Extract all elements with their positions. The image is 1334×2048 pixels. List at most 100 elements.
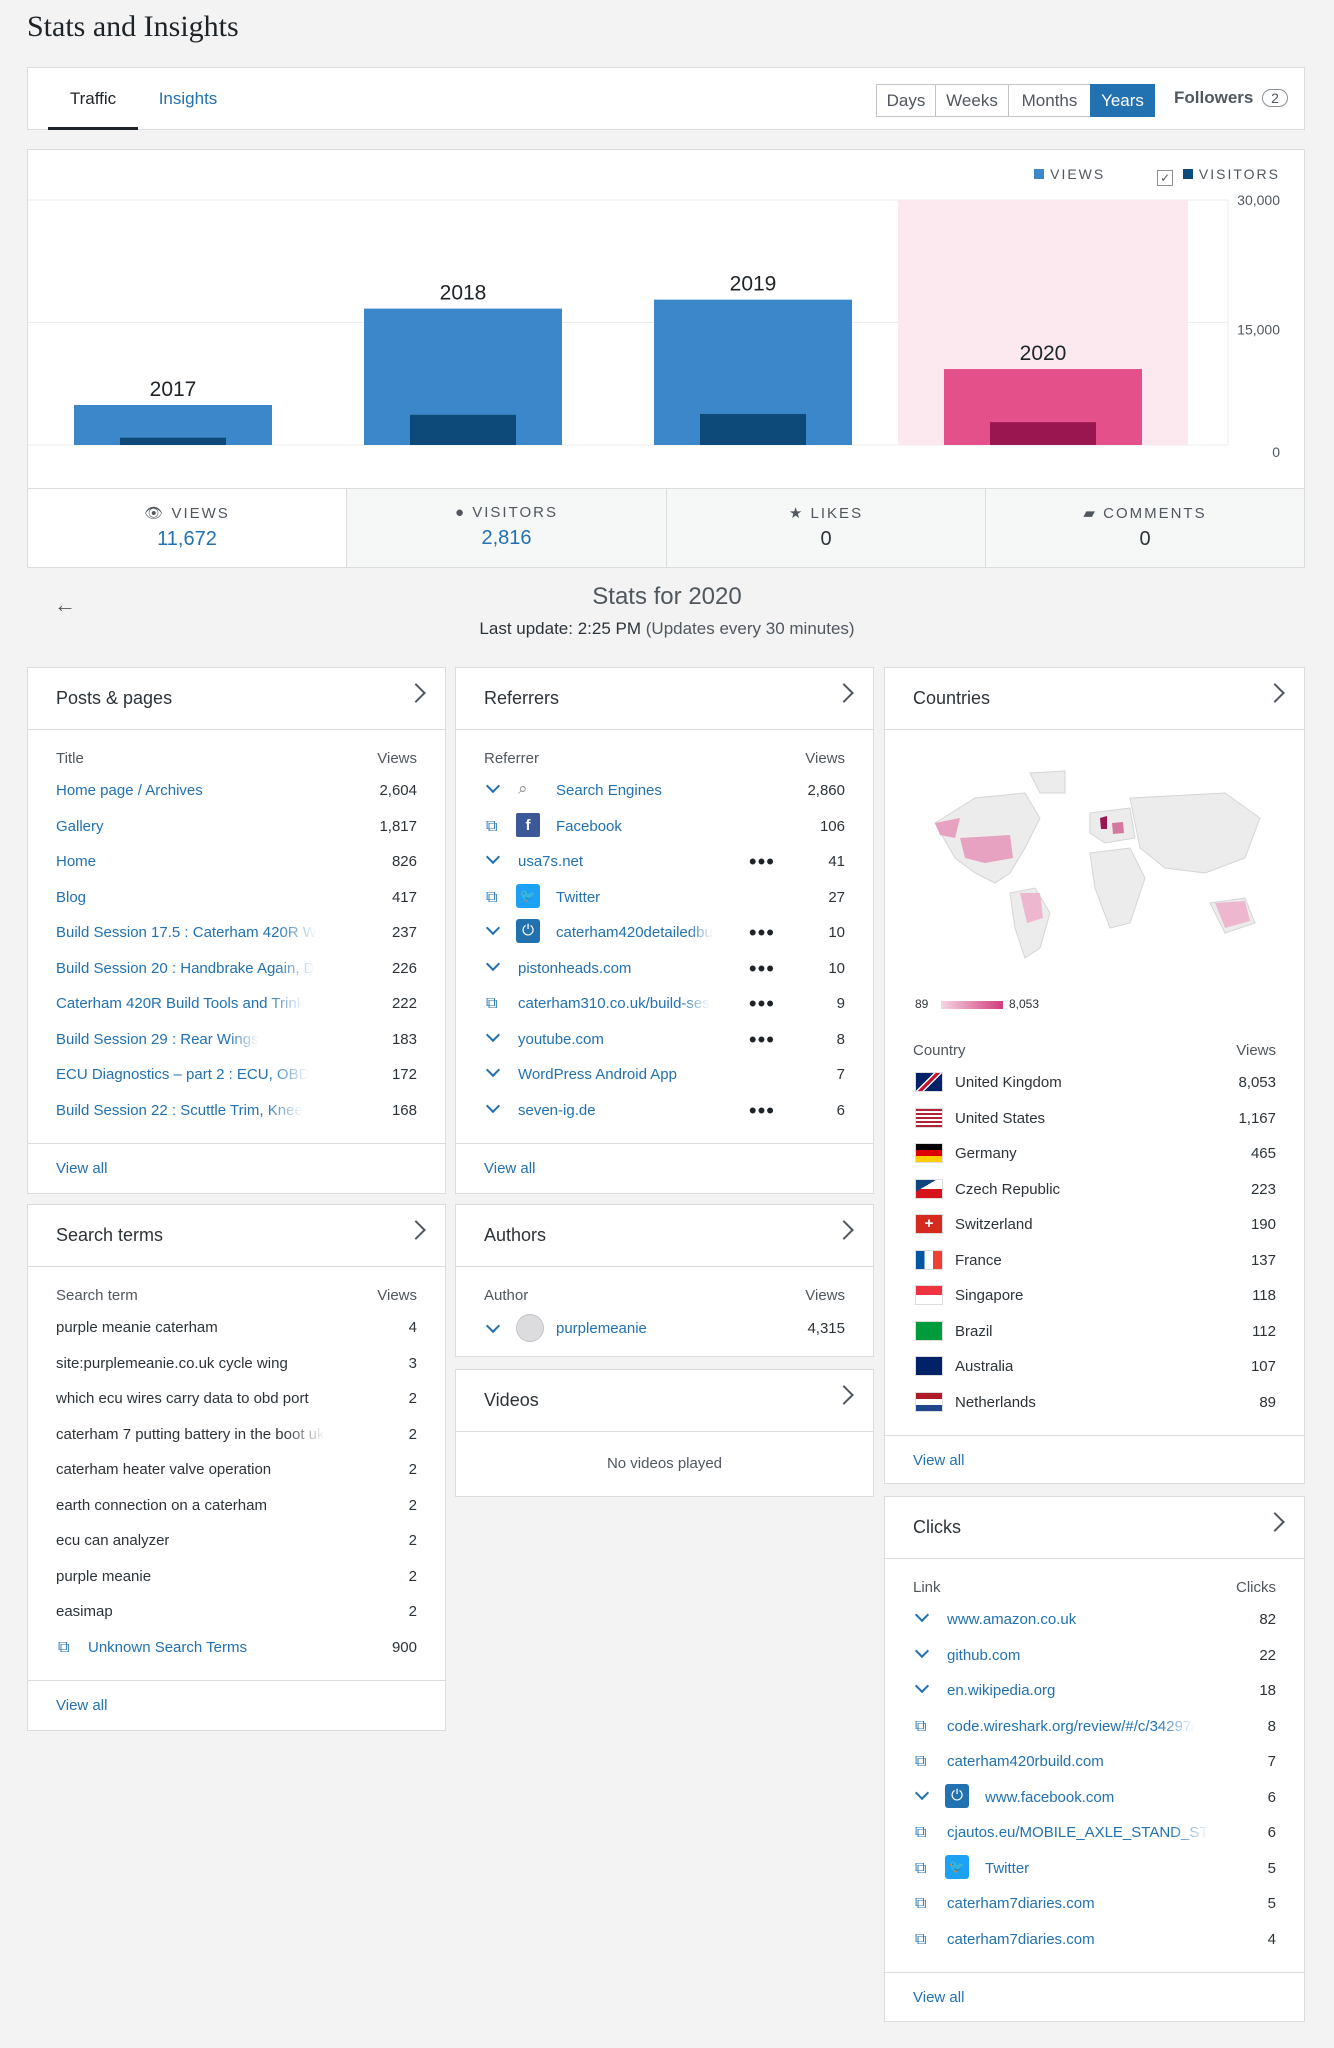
back-arrow-icon[interactable]: ←: [54, 592, 76, 617]
external-link-icon[interactable]: ⧉: [486, 888, 498, 906]
country-row[interactable]: + Switzerland 190: [885, 1208, 1304, 1243]
more-options-icon[interactable]: •••: [748, 1097, 775, 1123]
stat-visitors[interactable]: ● VISITORS 2,816: [346, 488, 667, 568]
post-row[interactable]: ECU Diagnostics – part 2 : ECU, OBD 172: [28, 1058, 445, 1093]
search-term-row[interactable]: ecu can analyzer 2: [28, 1524, 445, 1559]
search-term-row[interactable]: ⧉ Unknown Search Terms 900: [28, 1631, 445, 1666]
post-row[interactable]: Build Session 20 : Handbrake Again, D 226: [28, 952, 445, 987]
referrer-row[interactable]: ⧉ 🐦 Twitter 27: [456, 881, 873, 916]
chevron-down-icon[interactable]: [485, 778, 501, 794]
referrer-row[interactable]: seven-ig.de ••• 6: [456, 1094, 873, 1129]
search-term-row[interactable]: purple meanie caterham 4: [28, 1311, 445, 1346]
chevron-down-icon[interactable]: [485, 920, 501, 936]
post-row[interactable]: Build Session 29 : Rear Wings 183: [28, 1023, 445, 1058]
search-term-row[interactable]: site:purplemeanie.co.uk cycle wing 3: [28, 1347, 445, 1382]
search-term-row[interactable]: which ecu wires carry data to obd port 2: [28, 1382, 445, 1417]
chevron-down-icon[interactable]: [485, 956, 501, 971]
country-row[interactable]: Czech Republic 223: [885, 1173, 1304, 1208]
external-link-icon[interactable]: ⧉: [915, 1717, 927, 1735]
referrer-row[interactable]: ⧉ caterham310.co.uk/build-ses ••• 9: [456, 987, 873, 1022]
click-row[interactable]: ⧉ code.wireshark.org/review/#/c/34297/8: [885, 1710, 1304, 1745]
country-row[interactable]: Netherlands 89: [885, 1386, 1304, 1421]
post-row[interactable]: Gallery 1,817: [28, 810, 445, 845]
chevron-down-icon[interactable]: [485, 1027, 501, 1042]
click-row[interactable]: ⧉ caterham420rbuild.com 7: [885, 1745, 1304, 1780]
clicks-view-all[interactable]: View all: [885, 1972, 1304, 2022]
country-row[interactable]: United States 1,167: [885, 1102, 1304, 1137]
visitors-bar-2020[interactable]: [990, 422, 1096, 445]
referrer-row[interactable]: youtube.com ••• 8: [456, 1023, 873, 1058]
search-term-row[interactable]: caterham heater valve operation 2: [28, 1453, 445, 1488]
external-link-icon[interactable]: ⧉: [58, 1638, 70, 1656]
external-link-icon[interactable]: ⧉: [915, 1753, 927, 1770]
authors-header[interactable]: Authors: [456, 1205, 873, 1267]
post-row[interactable]: Blog 417: [28, 881, 445, 916]
country-row[interactable]: Germany 465: [885, 1137, 1304, 1172]
chevron-down-icon[interactable]: [914, 1607, 930, 1623]
tab-traffic[interactable]: Traffic: [48, 68, 138, 130]
country-row[interactable]: France 137: [885, 1244, 1304, 1279]
click-row[interactable]: github.com 22: [885, 1639, 1304, 1674]
click-row[interactable]: ⏻ www.facebook.com 6: [885, 1781, 1304, 1816]
stat-views[interactable]: 👁 VIEWS 11,672: [27, 488, 347, 568]
posts-view-all[interactable]: View all: [28, 1143, 445, 1193]
more-options-icon[interactable]: •••: [748, 955, 775, 981]
followers-link[interactable]: Followers 2: [1174, 88, 1288, 108]
stat-likes[interactable]: ★ LIKES 0: [666, 488, 986, 568]
post-row[interactable]: Build Session 17.5 : Caterham 420R W 237: [28, 916, 445, 951]
post-row[interactable]: Home page / Archives 2,604: [28, 774, 445, 809]
external-link-icon[interactable]: ⧉: [486, 995, 498, 1012]
referrer-row[interactable]: usa7s.net ••• 41: [456, 845, 873, 880]
referrer-row[interactable]: ⏻ caterham420detailedbu ••• 10: [456, 916, 873, 951]
visitors-bar-2018[interactable]: [410, 414, 516, 445]
tab-insights[interactable]: Insights: [158, 89, 218, 108]
stat-comments[interactable]: ▰ COMMENTS 0: [985, 488, 1305, 568]
countries-view-all[interactable]: View all: [885, 1435, 1304, 1485]
click-row[interactable]: en.wikipedia.org 18: [885, 1674, 1304, 1709]
post-row[interactable]: Caterham 420R Build Tools and Trink 222: [28, 987, 445, 1022]
click-row[interactable]: ⧉ caterham7diaries.com 4: [885, 1923, 1304, 1958]
referrer-row[interactable]: WordPress Android App 7: [456, 1058, 873, 1093]
clicks-header[interactable]: Clicks: [885, 1497, 1304, 1559]
search-view-all[interactable]: View all: [28, 1680, 445, 1730]
referrers-header[interactable]: Referrers: [456, 668, 873, 730]
countries-header[interactable]: Countries: [885, 668, 1304, 730]
visitors-bar-2019[interactable]: [700, 413, 806, 445]
country-row[interactable]: Brazil 112: [885, 1315, 1304, 1350]
more-options-icon[interactable]: •••: [748, 849, 775, 874]
more-options-icon[interactable]: •••: [748, 1026, 775, 1052]
author-row[interactable]: purplemeanie 4,315: [456, 1312, 873, 1347]
country-row[interactable]: Australia 107: [885, 1350, 1304, 1385]
referrers-view-all[interactable]: View all: [456, 1143, 873, 1193]
referrer-row[interactable]: pistonheads.com ••• 10: [456, 952, 873, 987]
external-link-icon[interactable]: ⧉: [915, 1895, 927, 1912]
click-row[interactable]: www.amazon.co.uk 82: [885, 1603, 1304, 1638]
post-row[interactable]: Build Session 22 : Scuttle Trim, Knee 168: [28, 1094, 445, 1129]
country-row[interactable]: United Kingdom 8,053: [885, 1066, 1304, 1101]
visitors-checkbox[interactable]: ✓: [1157, 170, 1174, 186]
chevron-down-icon[interactable]: [485, 849, 501, 865]
click-row[interactable]: ⧉ 🐦 Twitter 5: [885, 1852, 1304, 1887]
country-row[interactable]: Singapore 118: [885, 1279, 1304, 1314]
external-link-icon[interactable]: ⧉: [486, 817, 498, 835]
more-options-icon[interactable]: •••: [748, 920, 775, 945]
period-years[interactable]: Years: [1090, 84, 1155, 117]
chevron-down-icon[interactable]: [485, 1098, 501, 1113]
visitors-bar-2017[interactable]: [120, 437, 226, 445]
click-row[interactable]: ⧉ caterham7diaries.com 5: [885, 1887, 1304, 1922]
chevron-down-icon[interactable]: [914, 1643, 930, 1658]
external-link-icon[interactable]: ⧉: [915, 1859, 927, 1877]
chevron-down-icon[interactable]: [485, 1318, 501, 1334]
videos-header[interactable]: Videos: [456, 1370, 873, 1432]
referrer-row[interactable]: ⧉ f Facebook 106: [456, 810, 873, 845]
chevron-down-icon[interactable]: [485, 1062, 501, 1078]
referrer-row[interactable]: ⌕ Search Engines 2,860: [456, 774, 873, 809]
external-link-icon[interactable]: ⧉: [915, 1824, 927, 1841]
posts-header[interactable]: Posts & pages: [28, 668, 445, 730]
search-term-row[interactable]: earth connection on a caterham 2: [28, 1489, 445, 1524]
period-months[interactable]: Months: [1008, 84, 1091, 117]
search-term-row[interactable]: easimap 2: [28, 1595, 445, 1630]
chevron-down-icon[interactable]: [914, 1678, 930, 1694]
search-term-row[interactable]: purple meanie 2: [28, 1560, 445, 1595]
period-weeks[interactable]: Weeks: [935, 84, 1009, 117]
